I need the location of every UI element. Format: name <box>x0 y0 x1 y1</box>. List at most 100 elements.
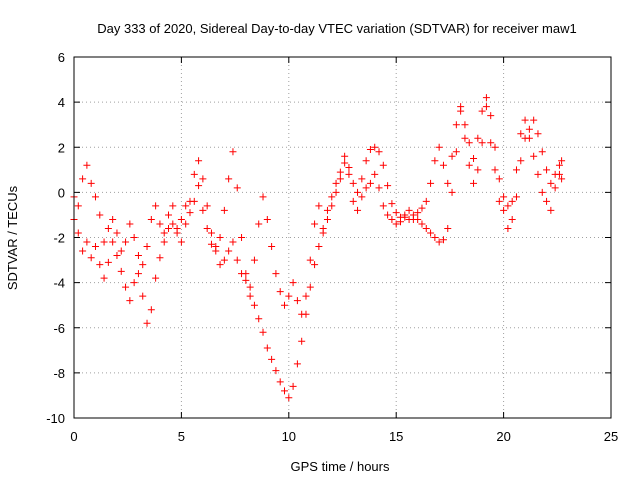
data-point <box>246 283 254 291</box>
data-point <box>199 206 207 214</box>
data-point <box>156 254 164 262</box>
data-point <box>91 193 99 201</box>
y-tick-label: 2 <box>58 140 65 155</box>
data-point <box>323 215 331 223</box>
data-point <box>349 197 357 205</box>
data-point <box>379 202 387 210</box>
data-point <box>392 220 400 228</box>
data-point <box>293 297 301 305</box>
data-point <box>122 238 130 246</box>
data-point <box>534 170 542 178</box>
data-point <box>117 267 125 275</box>
data-point <box>242 276 250 284</box>
data-point <box>190 170 198 178</box>
data-point <box>371 143 379 151</box>
data-point <box>500 193 508 201</box>
data-point <box>242 270 250 278</box>
data-point <box>491 166 499 174</box>
data-point <box>276 288 284 296</box>
data-point <box>147 306 155 314</box>
data-point <box>96 211 104 219</box>
data-point <box>74 229 82 237</box>
y-tick-label: 4 <box>58 95 65 110</box>
data-point <box>293 360 301 368</box>
data-point <box>143 243 151 251</box>
data-point <box>452 121 460 129</box>
data-point <box>358 193 366 201</box>
data-point <box>268 355 276 363</box>
data-point <box>272 367 280 375</box>
data-point <box>100 238 108 246</box>
data-point <box>392 209 400 217</box>
data-point <box>259 328 267 336</box>
y-tick-label: 6 <box>58 50 65 65</box>
data-point <box>130 279 138 287</box>
data-point <box>285 292 293 300</box>
data-point <box>169 220 177 228</box>
data-point <box>134 252 142 260</box>
data-point <box>306 256 314 264</box>
data-points <box>70 94 566 402</box>
data-point <box>246 292 254 300</box>
data-point <box>203 202 211 210</box>
data-point <box>427 179 435 187</box>
data-point <box>538 148 546 156</box>
x-tick-label: 20 <box>496 429 510 444</box>
x-tick-label: 15 <box>389 429 403 444</box>
data-point <box>482 103 490 111</box>
data-point <box>457 103 465 111</box>
data-point <box>444 179 452 187</box>
data-point <box>165 224 173 232</box>
data-point <box>152 202 160 210</box>
y-tick-label: -2 <box>53 231 65 246</box>
x-tick-label: 5 <box>178 429 185 444</box>
data-point <box>319 229 327 237</box>
data-point <box>139 292 147 300</box>
data-point <box>504 224 512 232</box>
data-point <box>500 206 508 214</box>
data-point <box>543 197 551 205</box>
x-tick-label: 0 <box>70 429 77 444</box>
data-point <box>109 215 117 223</box>
data-point <box>422 224 430 232</box>
data-point <box>474 166 482 174</box>
data-point <box>431 234 439 241</box>
data-point <box>143 319 151 327</box>
data-point <box>345 170 353 178</box>
data-point <box>525 125 533 133</box>
data-point <box>362 184 370 192</box>
chart-title: Day 333 of 2020, Sidereal Day-to-day VTE… <box>97 21 577 36</box>
data-point <box>207 229 215 237</box>
data-point <box>83 161 91 169</box>
data-point <box>525 134 533 142</box>
data-point <box>216 234 224 241</box>
data-point <box>285 394 293 402</box>
data-point <box>474 134 482 142</box>
data-point <box>186 209 194 217</box>
data-point <box>384 211 392 219</box>
axis-ticks: 0 5 10 15 20 25 -10 -8 -6 -4 -2 0 2 4 6 <box>46 50 618 444</box>
data-point <box>555 161 563 169</box>
data-point <box>250 301 258 309</box>
data-point <box>263 344 271 352</box>
data-point <box>83 238 91 246</box>
y-tick-label: -10 <box>46 411 65 426</box>
data-point <box>543 166 551 174</box>
data-point <box>366 146 374 154</box>
data-point <box>487 112 495 120</box>
x-axis-label: GPS time / hours <box>291 459 390 474</box>
data-point <box>444 224 452 232</box>
data-point <box>229 148 237 156</box>
data-point <box>263 215 271 223</box>
data-point <box>478 139 486 147</box>
data-point <box>512 193 520 201</box>
data-point <box>487 139 495 147</box>
data-point <box>311 220 319 228</box>
data-point <box>96 261 104 269</box>
data-point <box>508 197 516 205</box>
data-point <box>229 238 237 246</box>
data-point <box>470 155 478 163</box>
y-tick-label: -6 <box>53 321 65 336</box>
data-point <box>422 197 430 205</box>
